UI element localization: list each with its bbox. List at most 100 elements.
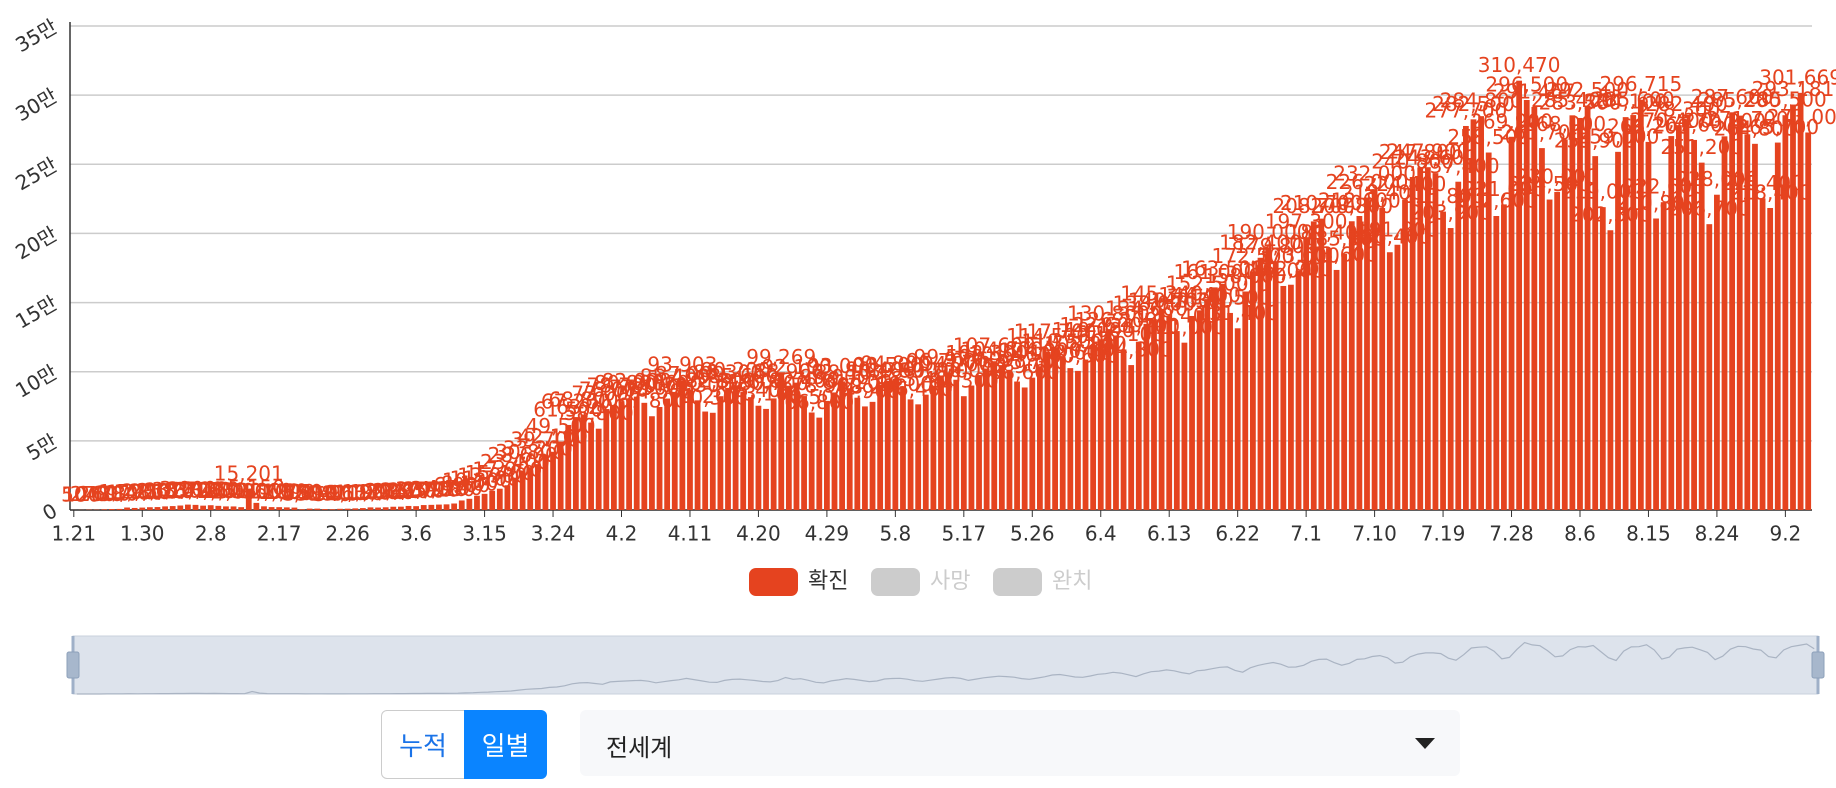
data-label: 210,800 (1615, 191, 1698, 215)
bar (200, 505, 207, 510)
x-tick-label: 8.6 (1564, 522, 1596, 546)
bar (534, 464, 541, 510)
bar (1059, 357, 1066, 510)
data-label: 85,600 (708, 364, 778, 388)
data-label: 70,300 (678, 385, 748, 409)
region-select[interactable]: 전세계 (580, 710, 1460, 776)
bar (436, 504, 442, 510)
y-tick-label: 30만 (11, 83, 61, 126)
data-label: 247,900 (1386, 140, 1469, 164)
data-label: 15,400 (465, 461, 535, 485)
data-label: 152,500 (1166, 272, 1249, 296)
bar (938, 376, 944, 510)
bar (1714, 194, 1720, 511)
bar (1440, 211, 1446, 511)
data-label: 870 (321, 481, 359, 505)
bar (679, 380, 686, 510)
bar (1417, 167, 1424, 510)
bar (283, 507, 290, 510)
data-label: 76,400 (883, 377, 953, 401)
data-label: 107,600 (953, 334, 1036, 358)
bar (1637, 99, 1644, 510)
data-label: 74,900 (830, 379, 900, 403)
data-label: 292,500 (1546, 78, 1629, 102)
zoom-handle[interactable] (66, 651, 80, 679)
bar (1774, 142, 1781, 510)
bar (1082, 359, 1089, 510)
data-label: 185,300 (1303, 226, 1386, 250)
bar (154, 507, 161, 510)
cumulative-button[interactable]: 누적 (381, 710, 465, 779)
bar (1615, 151, 1621, 510)
data-label: 301,669 (1759, 65, 1836, 89)
x-tick-label: 2.26 (325, 522, 370, 546)
daily-button[interactable]: 일별 (464, 710, 547, 779)
data-label: 110,500 (1021, 330, 1104, 354)
data-label: 4,080 (418, 477, 475, 501)
data-label: 285,500 (1744, 88, 1827, 112)
data-label: 94,800 (860, 351, 930, 375)
data-label: 63,200 (556, 395, 626, 419)
bar (474, 495, 480, 510)
data-label: 270 (70, 482, 108, 506)
bar (671, 391, 678, 510)
data-label: 2,410 (372, 479, 429, 503)
data-label: 131,400 (1196, 301, 1279, 325)
bar (1531, 106, 1538, 510)
bar (1782, 115, 1789, 511)
bar (1037, 366, 1043, 510)
data-label: 3,900 (159, 477, 216, 501)
bar (1432, 173, 1439, 511)
data-label: 78,700 (587, 374, 657, 398)
x-tick-label: 4.2 (606, 522, 638, 546)
data-label: 780 (100, 481, 138, 505)
data-label: 3,240 (152, 478, 209, 502)
bar (1356, 216, 1363, 510)
data-label: 266,200 (1607, 114, 1690, 138)
bar (238, 507, 245, 510)
legend-label: 완치 (1052, 569, 1092, 594)
bar (595, 428, 602, 510)
bar (1105, 329, 1112, 510)
bar (1653, 218, 1659, 510)
data-label: 2,580 (205, 479, 262, 503)
bar (542, 455, 549, 510)
bar (261, 506, 267, 510)
data-label: 173,600 (1295, 242, 1378, 266)
bar (496, 488, 503, 510)
data-label: 68,800 (548, 387, 618, 411)
x-tick-label: 3.15 (462, 522, 507, 546)
bar (1744, 134, 1751, 510)
data-label: 162,000 (1242, 258, 1325, 282)
bar (1447, 228, 1454, 510)
data-label: 70,500 (777, 385, 847, 409)
data-label: 121,000 (1143, 315, 1226, 339)
data-label: 80,800 (594, 371, 664, 395)
bar (1257, 257, 1264, 510)
bar (588, 422, 594, 510)
data-label: 2,060 (251, 480, 308, 504)
bar (1113, 335, 1119, 510)
bar (1607, 230, 1614, 511)
data-label: 97,600 (944, 348, 1014, 372)
data-label: 58,800 (564, 401, 634, 425)
bar (1485, 152, 1492, 510)
bar (869, 401, 876, 510)
bar (900, 386, 906, 510)
zoom-handle[interactable] (1811, 651, 1825, 679)
data-label: 2,120 (129, 480, 186, 504)
x-tick-label: 7.1 (1290, 522, 1322, 546)
data-label: 3,920 (410, 477, 467, 501)
data-label: 269,900 (1470, 109, 1553, 133)
legend-label: 사망 (930, 569, 970, 594)
bar (1736, 115, 1743, 511)
data-label: 82,000 (602, 369, 672, 393)
data-label: 82,300 (685, 369, 755, 393)
bar (1295, 270, 1302, 510)
data-label: 104,800 (1090, 338, 1173, 362)
bar (1196, 310, 1203, 510)
data-label: 293,181 (1752, 77, 1835, 101)
y-tick-label: 25만 (11, 153, 61, 196)
bar (367, 507, 374, 510)
